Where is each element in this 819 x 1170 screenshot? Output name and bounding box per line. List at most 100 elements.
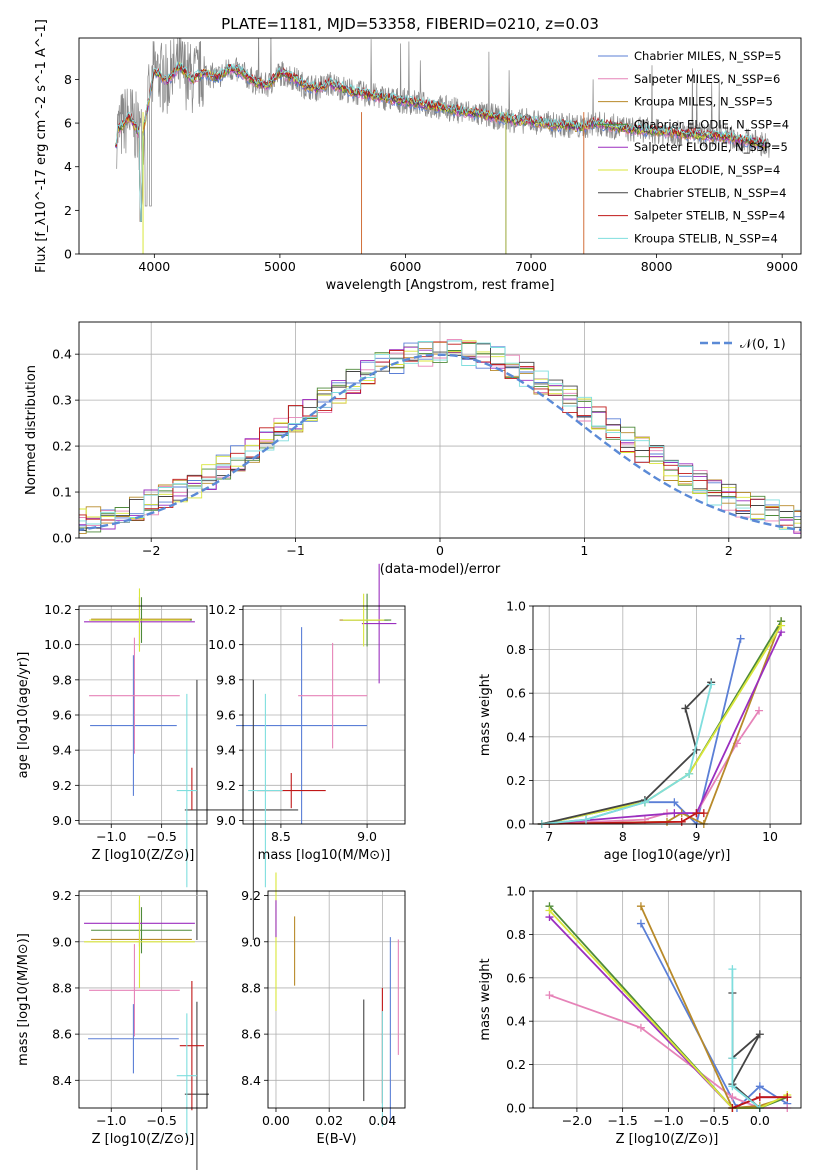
y-tick-label: 1.0 bbox=[506, 884, 526, 899]
weight-marker bbox=[677, 817, 686, 826]
y-tick-label: 0.4 bbox=[506, 729, 526, 744]
y-tick-label: 10.2 bbox=[208, 602, 236, 617]
x-tick-label: 0.0 bbox=[750, 1113, 770, 1128]
y-tick-label: 6 bbox=[64, 116, 72, 131]
y-axis-label: Flux [f_λ10^-17 erg cm^-2 s^-1 A^-1] bbox=[34, 19, 49, 273]
x-tick-label: 0.04 bbox=[368, 1113, 396, 1128]
histogram-step bbox=[79, 340, 801, 530]
ebv-mass-panel: 0.00 0.02 0.04 8.4 8.6 8.8 9.0 9.2 E(B-V) bbox=[241, 872, 406, 1147]
weight-marker bbox=[545, 991, 554, 1000]
x-tick-label: 1 bbox=[580, 543, 588, 558]
y-tick-label: 0.0 bbox=[506, 1101, 526, 1116]
y-tick-label: 0.2 bbox=[506, 1057, 526, 1072]
grid-lines bbox=[79, 606, 207, 824]
weight-marker bbox=[736, 634, 745, 643]
y-tick-label: 8.6 bbox=[52, 1027, 72, 1042]
x-tick-label: 4000 bbox=[138, 259, 170, 274]
y-tick-label: 9.2 bbox=[52, 888, 72, 903]
y-tick-label: 8.4 bbox=[241, 1073, 261, 1088]
x-axis-label: mass [log10(M/M⊙)] bbox=[258, 848, 391, 863]
y-tick-label: 0.0 bbox=[506, 817, 526, 832]
y-tick-label: 0.4 bbox=[506, 1014, 526, 1029]
x-tick-label: 10 bbox=[762, 829, 778, 844]
y-tick-label: 10.2 bbox=[44, 602, 72, 617]
grid-lines bbox=[533, 890, 801, 1109]
y-tick-label: 2 bbox=[64, 203, 72, 218]
y-axis-label: age [log10(age/yr)] bbox=[16, 652, 31, 779]
y-tick-label: 9.4 bbox=[216, 743, 236, 758]
y-tick-label: 8.4 bbox=[52, 1073, 72, 1088]
x-tick-label: −2 bbox=[142, 543, 160, 558]
chart-title: PLATE=1181, MJD=53358, FIBERID=0210, z=0… bbox=[221, 15, 599, 33]
y-tick-label: 9.6 bbox=[52, 708, 72, 723]
plot-area bbox=[84, 588, 210, 941]
weight-marker bbox=[728, 1054, 737, 1063]
x-tick-label: −0.5 bbox=[146, 1113, 176, 1128]
weight-marker bbox=[582, 815, 591, 824]
y-axis-label: mass [log10(M/M⊙)] bbox=[16, 933, 31, 1066]
y-tick-label: 0.3 bbox=[52, 393, 72, 408]
y-tick-label: 1.0 bbox=[506, 599, 526, 614]
axes-frame bbox=[78, 605, 208, 825]
weight-marker bbox=[636, 919, 645, 928]
weight-marker bbox=[640, 798, 649, 807]
y-tick-label: 9.8 bbox=[216, 672, 236, 687]
x-axis-label: age [log10(age/yr)] bbox=[604, 848, 731, 863]
y-tick-label: 9.0 bbox=[52, 813, 72, 828]
legend-label: Chabrier STELIB, N_SSP=4 bbox=[634, 186, 786, 200]
axes-frame bbox=[532, 890, 802, 1109]
weight-marker bbox=[755, 1082, 764, 1091]
weight-marker bbox=[636, 1023, 645, 1032]
y-tick-label: 0.8 bbox=[506, 927, 526, 942]
model-spectrum-line bbox=[115, 63, 767, 222]
x-tick-label: 8.5 bbox=[271, 829, 291, 844]
x-tick-label: −1.5 bbox=[607, 1113, 637, 1128]
plot-area bbox=[275, 872, 399, 1127]
y-tick-label: 9.2 bbox=[52, 778, 72, 793]
x-axis-label: wavelength [Angstrom, rest frame] bbox=[326, 278, 555, 293]
x-tick-label: 0.00 bbox=[262, 1113, 290, 1128]
x-tick-label: 0.02 bbox=[315, 1113, 343, 1128]
y-axis-label: mass weight bbox=[478, 674, 493, 756]
x-tick-label: −1 bbox=[286, 543, 304, 558]
weight-marker bbox=[755, 1093, 764, 1102]
z-weight-panel: −2.0 −1.5 −1.0 −0.5 0.0 0.0 0.2 0.4 0.6 0.8 1.0 Z [… bbox=[478, 884, 802, 1147]
y-tick-label: 0.6 bbox=[506, 970, 526, 985]
y-axis-label: Normed distribution bbox=[24, 365, 39, 495]
x-tick-label: 8000 bbox=[641, 259, 673, 274]
y-tick-label: 9.2 bbox=[216, 778, 236, 793]
z-mass-panel: −1.0 −0.5 8.4 8.6 8.8 9.0 9.2 Z [log10(Z/Z⊙)] ma… bbox=[16, 888, 210, 1170]
y-tick-label: 10.0 bbox=[208, 637, 236, 652]
x-axis-label: Z [log10(Z/Z⊙)] bbox=[92, 848, 195, 863]
weight-marker bbox=[777, 621, 786, 630]
x-axis-label: Z [log10(Z/Z⊙)] bbox=[616, 1132, 719, 1147]
x-tick-label: −2.0 bbox=[562, 1113, 592, 1128]
x-tick-label: 6000 bbox=[390, 259, 422, 274]
y-tick-label: 0 bbox=[64, 247, 72, 262]
spectrum-panel: 4000 5000 6000 7000 8000 9000 0 2 4 6 8 wavelength … bbox=[34, 15, 802, 293]
axes-frame bbox=[267, 890, 406, 1109]
weight-marker bbox=[728, 1082, 737, 1091]
x-tick-label: −0.5 bbox=[146, 829, 176, 844]
mass-age-panel: 8.5 9.0 9.0 9.2 9.4 9.6 9.8 10.0 10.2 mass [log10… bbox=[208, 563, 406, 941]
legend-label: Kroupa MILES, N_SSP=5 bbox=[634, 95, 773, 109]
weight-line bbox=[541, 710, 760, 825]
model-spectrum-line bbox=[115, 60, 767, 222]
weight-marker bbox=[545, 906, 554, 915]
x-tick-label: 8 bbox=[619, 829, 627, 844]
legend-label: Kroupa STELIB, N_SSP=4 bbox=[634, 231, 778, 245]
y-tick-label: 10.0 bbox=[44, 637, 72, 652]
axes-frame bbox=[242, 605, 406, 825]
y-tick-label: 9.8 bbox=[52, 672, 72, 687]
y-tick-label: 8.8 bbox=[241, 980, 261, 995]
weight-marker bbox=[681, 704, 690, 713]
legend-label: Salpeter ELODIE, N_SSP=5 bbox=[634, 140, 788, 154]
x-tick-label: −1.0 bbox=[653, 1113, 683, 1128]
y-tick-label: 0.2 bbox=[506, 773, 526, 788]
y-tick-label: 8 bbox=[64, 72, 72, 87]
axes-frame bbox=[532, 605, 802, 825]
weight-line bbox=[541, 681, 712, 825]
y-tick-label: 0.0 bbox=[52, 531, 72, 546]
weight-marker bbox=[755, 706, 764, 715]
age-weight-panel: 7 8 9 10 0.0 0.2 0.4 0.6 0.8 1.0 age [log10(age/yr… bbox=[478, 599, 802, 863]
